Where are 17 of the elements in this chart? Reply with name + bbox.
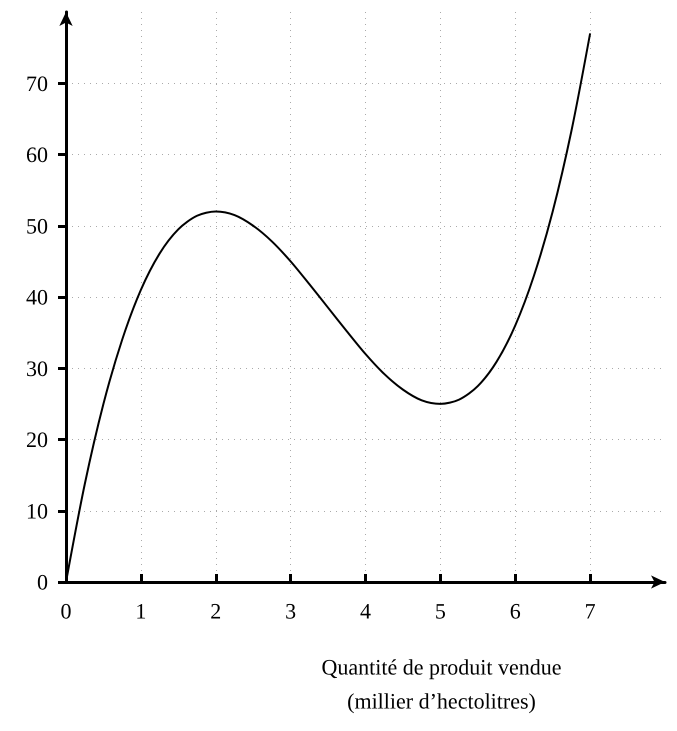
x-tick-label: 4: [360, 598, 371, 624]
x-tick-label: 3: [285, 598, 296, 624]
y-tick-label: 20: [26, 427, 48, 452]
y-tick-label: 30: [26, 356, 48, 381]
y-tick-label: 50: [26, 213, 48, 238]
x-axis-title: Quantité de produit vendue (millier d’hectolitres): [321, 654, 562, 714]
x-tick-label: 2: [210, 598, 222, 624]
y-tick-label: 70: [26, 70, 48, 96]
x-tick-label: 7: [584, 598, 596, 624]
x-tick-label: 6: [510, 598, 521, 624]
x-tick-label: 0: [60, 598, 72, 624]
y-tick-label: 10: [26, 498, 48, 524]
y-tick-label: 40: [26, 284, 48, 310]
y-tick-label: 0: [37, 570, 48, 594]
x-tick-label: 5: [434, 598, 446, 624]
y-tick-label: 60: [26, 142, 48, 167]
x-tick-label: 1: [135, 598, 146, 624]
